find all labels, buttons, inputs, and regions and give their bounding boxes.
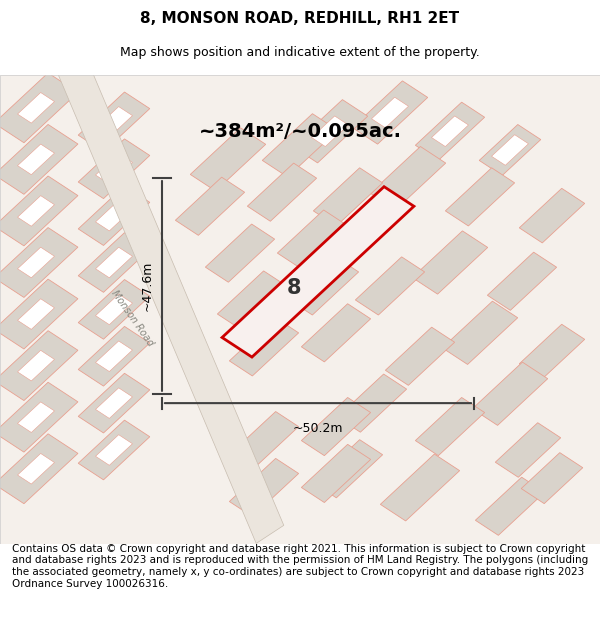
Polygon shape: [95, 154, 133, 184]
Polygon shape: [17, 144, 55, 174]
Polygon shape: [247, 163, 317, 221]
Polygon shape: [229, 318, 299, 376]
Polygon shape: [17, 454, 55, 484]
Polygon shape: [352, 81, 428, 144]
Polygon shape: [95, 107, 133, 137]
Polygon shape: [313, 439, 383, 498]
Polygon shape: [78, 420, 150, 480]
Polygon shape: [205, 224, 275, 282]
Text: Map shows position and indicative extent of the property.: Map shows position and indicative extent…: [120, 46, 480, 59]
Polygon shape: [175, 177, 245, 236]
Polygon shape: [495, 422, 561, 478]
Polygon shape: [0, 73, 78, 142]
Polygon shape: [0, 279, 78, 349]
Polygon shape: [78, 186, 150, 246]
Text: Contains OS data © Crown copyright and database right 2021. This information is : Contains OS data © Crown copyright and d…: [12, 544, 588, 589]
Polygon shape: [472, 362, 548, 426]
Polygon shape: [217, 271, 287, 329]
Polygon shape: [370, 146, 446, 210]
Polygon shape: [17, 248, 55, 278]
Polygon shape: [380, 454, 460, 521]
Polygon shape: [301, 304, 371, 362]
Polygon shape: [17, 196, 55, 226]
Polygon shape: [78, 279, 150, 339]
Polygon shape: [17, 402, 55, 432]
Polygon shape: [519, 188, 585, 243]
Polygon shape: [0, 382, 78, 452]
Polygon shape: [301, 444, 371, 503]
Polygon shape: [78, 139, 150, 199]
Text: ~47.6m: ~47.6m: [140, 261, 154, 311]
Text: Monson Road: Monson Road: [109, 289, 155, 349]
Polygon shape: [412, 231, 488, 294]
Polygon shape: [277, 210, 347, 268]
Polygon shape: [0, 176, 78, 246]
Polygon shape: [17, 351, 55, 381]
Polygon shape: [475, 477, 545, 536]
Polygon shape: [313, 168, 383, 226]
Polygon shape: [0, 331, 78, 401]
Polygon shape: [262, 114, 338, 177]
Polygon shape: [0, 434, 78, 504]
Polygon shape: [0, 228, 78, 298]
Polygon shape: [58, 57, 284, 543]
Text: 8, MONSON ROAD, REDHILL, RH1 2ET: 8, MONSON ROAD, REDHILL, RH1 2ET: [140, 11, 460, 26]
Polygon shape: [301, 398, 371, 456]
Text: ~384m²/~0.095ac.: ~384m²/~0.095ac.: [199, 122, 401, 141]
Polygon shape: [289, 257, 359, 315]
Polygon shape: [431, 116, 469, 146]
Polygon shape: [95, 341, 133, 371]
Polygon shape: [95, 201, 133, 231]
Polygon shape: [385, 327, 455, 386]
Polygon shape: [311, 116, 349, 146]
Polygon shape: [491, 135, 529, 165]
Polygon shape: [78, 232, 150, 292]
Polygon shape: [371, 98, 409, 128]
Polygon shape: [17, 299, 55, 329]
Polygon shape: [0, 124, 78, 194]
Polygon shape: [78, 373, 150, 433]
Polygon shape: [95, 435, 133, 465]
Polygon shape: [78, 92, 150, 152]
Polygon shape: [519, 324, 585, 379]
Polygon shape: [487, 252, 557, 311]
Text: 8: 8: [287, 278, 301, 298]
Polygon shape: [95, 248, 133, 278]
Polygon shape: [442, 301, 518, 364]
Polygon shape: [95, 388, 133, 418]
Polygon shape: [17, 92, 55, 123]
Polygon shape: [292, 99, 368, 163]
Polygon shape: [95, 294, 133, 324]
Polygon shape: [445, 168, 515, 226]
Polygon shape: [479, 124, 541, 176]
Polygon shape: [415, 398, 485, 456]
Polygon shape: [190, 127, 266, 191]
Polygon shape: [521, 452, 583, 504]
Polygon shape: [229, 458, 299, 517]
Polygon shape: [355, 257, 425, 315]
Text: ~50.2m: ~50.2m: [293, 422, 343, 436]
Polygon shape: [337, 374, 407, 432]
Polygon shape: [229, 411, 299, 470]
Polygon shape: [222, 187, 414, 357]
Polygon shape: [415, 102, 485, 161]
Polygon shape: [78, 326, 150, 386]
